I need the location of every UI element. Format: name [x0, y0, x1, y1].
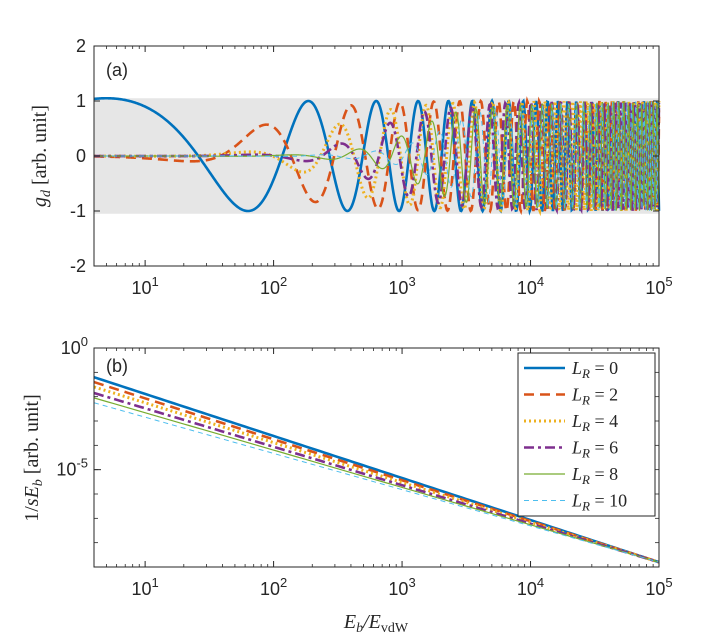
panel-b-xtick-label: 105 [645, 575, 672, 599]
x-label-e: E [343, 611, 356, 633]
panel-a-xtick-label: 104 [517, 274, 544, 298]
panel-a-series-5 [94, 101, 660, 211]
panel-a-xtick-label: 102 [260, 274, 287, 298]
panel-a-xtick-label: 101 [131, 274, 158, 298]
panel-a-xtick-label: 103 [388, 274, 415, 298]
panel-a-ytick-label: 1 [76, 91, 86, 111]
legend-label: LR = 2 [571, 385, 618, 408]
panel-b-frame [93, 347, 660, 568]
panel-a-series-1 [93, 96, 661, 216]
panel-a-ytick-label: -2 [70, 256, 86, 276]
panel-a-curves [93, 96, 661, 217]
panel-b-series-5 [93, 402, 660, 563]
panel-b-curves [93, 375, 660, 564]
x-label-sub1: b [356, 621, 363, 636]
b-ylabel-rest: [arb. unit] [21, 394, 43, 479]
a-ylabel-g: g [29, 197, 51, 207]
legend-label: LR = 8 [571, 464, 618, 487]
legend: LR = 0 LR = 2 LR = 4 LR = 6 LR = 8 LR = 10 [517, 352, 656, 517]
panel-b-xtick-label: 104 [517, 575, 544, 599]
panel-b-ytick-label: 10-5 [56, 456, 88, 480]
legend-label: LR = 4 [571, 411, 618, 434]
panel-a-series-0 [93, 96, 661, 216]
panel-b-series-2 [93, 385, 660, 564]
panel-a-ticks: 101 102 103 104 105 2 1 0 -1 -2 [70, 36, 673, 298]
panel-b-series-4 [93, 397, 660, 563]
x-label-sub2: vdW [381, 621, 409, 636]
b-ylabel-sub: b [31, 479, 46, 486]
legend-label: LR = 6 [571, 438, 618, 461]
x-label-slash: /E [362, 611, 381, 633]
panel-b-ylabel: 1/sEb [arb. unit] [21, 394, 46, 522]
panel-a-label: (a) [106, 60, 128, 80]
panel-b-ytick-label: 100 [61, 334, 88, 358]
panel-b-xtick-label: 103 [388, 575, 415, 599]
panel-a: 101 102 103 104 105 2 1 0 -1 -2 (a) gd [arb. unit… [29, 36, 673, 298]
panel-a-ylabel: gd [arb. unit] [29, 105, 54, 207]
panel-b-label: (b) [106, 356, 128, 376]
panel-a-ytick-label: 2 [76, 36, 86, 56]
panel-a-ytick-label: 0 [76, 146, 86, 166]
legend-label: LR = 10 [571, 491, 627, 514]
a-ylabel-sub: d [39, 189, 54, 197]
panel-b-series-0 [93, 375, 660, 564]
panel-b-series-1 [93, 380, 660, 564]
panel-b-ticks: 101 102 103 104 105 100 10-5 [56, 334, 672, 599]
legend-label: LR = 0 [571, 358, 618, 381]
legend-box [517, 352, 656, 517]
b-ylabel-s: sE [21, 486, 43, 506]
a-ylabel-rest: [arb. unit] [29, 105, 51, 190]
panel-b-xtick-label: 102 [260, 575, 287, 599]
panel-a-ytick-label: -1 [70, 201, 86, 221]
panel-a-xtick-label: 105 [645, 274, 672, 298]
panel-b-xtick-label: 101 [131, 575, 158, 599]
panel-b-xlabel: Eb/EvdW [343, 611, 409, 636]
panel-b-series-3 [93, 391, 660, 564]
b-ylabel-pre: 1/ [21, 506, 43, 522]
